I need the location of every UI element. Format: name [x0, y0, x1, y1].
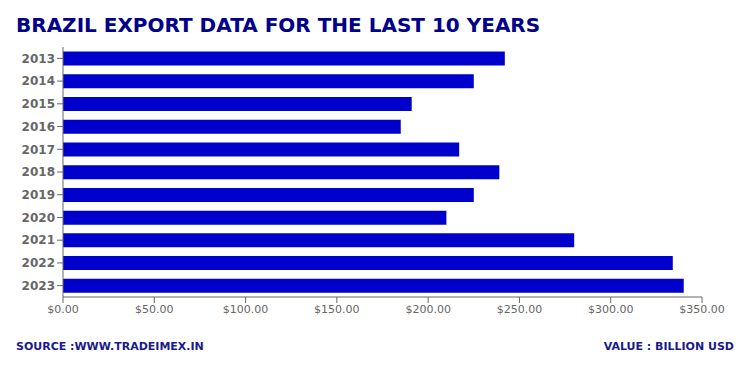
html-text:BRAZIL EXPORT DATA FOR THE LAS: BRAZIL EXPORT DATA FOR THE LAST 10 YEARS — [16, 13, 541, 37]
svg-text:2015: 2015 — [22, 97, 55, 111]
html-text:SOURCE :WWW.TRADEIMEX.IN: SOURCE :WWW.TRADEIMEX.IN — [16, 340, 204, 353]
svg-text:$200.00: $200.00 — [405, 303, 451, 316]
svg-text:2014: 2014 — [22, 74, 55, 88]
svg-text:$50.00: $50.00 — [135, 303, 174, 316]
html-text:VALUE : BILLION USD: VALUE : BILLION USD — [603, 340, 734, 353]
svg-text:2013: 2013 — [22, 52, 55, 66]
svg-text:$300.00: $300.00 — [588, 303, 634, 316]
svg-text:$350.00: $350.00 — [679, 303, 725, 316]
svg-text:2020: 2020 — [22, 211, 55, 225]
svg-text:$0.00: $0.00 — [47, 303, 79, 316]
svg-text:2021: 2021 — [22, 233, 55, 247]
svg-text:2019: 2019 — [22, 188, 55, 202]
svg-text:$150.00: $150.00 — [314, 303, 360, 316]
svg-text:2023: 2023 — [22, 279, 55, 293]
svg-text:2022: 2022 — [22, 256, 55, 270]
svg-text:2018: 2018 — [22, 165, 55, 179]
svg-text:$100.00: $100.00 — [223, 303, 269, 316]
svg-text:2016: 2016 — [22, 120, 55, 134]
svg-text:$250.00: $250.00 — [497, 303, 543, 316]
svg-text:2017: 2017 — [22, 143, 55, 157]
